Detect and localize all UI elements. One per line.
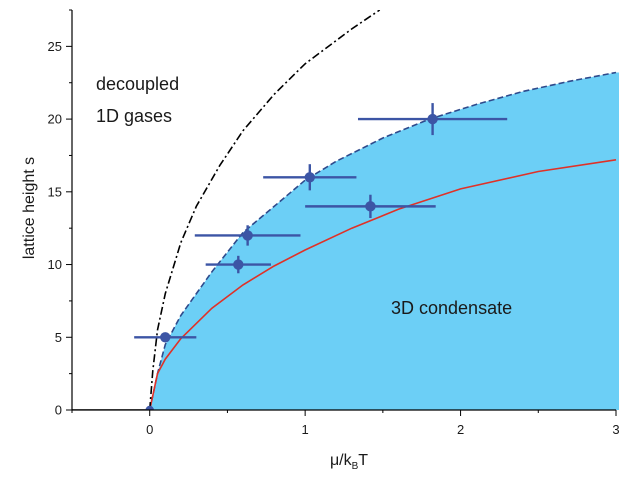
annotation-decoupled-line-2: 1D gases	[96, 106, 172, 126]
data-point-2	[242, 230, 253, 241]
x-tick-label-2: 2	[457, 422, 464, 437]
data-point-0	[160, 332, 171, 343]
annotation-decoupled-line-1: decoupled	[96, 74, 179, 94]
plot-clip-group	[72, 10, 619, 410]
x-axis-label: μ/kBT	[330, 452, 368, 472]
x-tick-label-1: 1	[302, 422, 309, 437]
condensate-region	[149, 72, 619, 410]
y-tick-label-5: 25	[48, 39, 62, 54]
y-tick-label-0: 0	[55, 403, 62, 418]
data-point-5	[427, 113, 438, 125]
y-tick-label-2: 10	[48, 257, 62, 272]
data-point-3	[304, 172, 316, 183]
plot-layer	[72, 10, 619, 410]
x-axis-label-tail: T	[358, 452, 368, 469]
y-tick-label-4: 20	[48, 112, 62, 127]
x-tick-label-3: 3	[612, 422, 619, 437]
y-tick-label-3: 15	[48, 184, 62, 199]
origin-point	[145, 405, 154, 410]
x-axis-label-sub: B	[352, 461, 359, 472]
phase-boundary-dashed-line	[148, 71, 617, 410]
annotation-condensate: 3D condensate	[391, 298, 512, 318]
decoupling-dashdot-curve	[148, 10, 381, 410]
axes-layer: 0 1 2 3 0 5 10 15 20 25	[48, 9, 620, 437]
data-point-1	[233, 259, 244, 270]
y-tick-label-1: 5	[55, 330, 62, 345]
data-point-4	[365, 201, 376, 212]
y-axis-label: lattice height s	[21, 157, 38, 259]
x-axis-label-main: μ/k	[330, 452, 353, 469]
theory-red-curve	[148, 159, 617, 410]
x-tick-label-0: 0	[146, 422, 153, 437]
